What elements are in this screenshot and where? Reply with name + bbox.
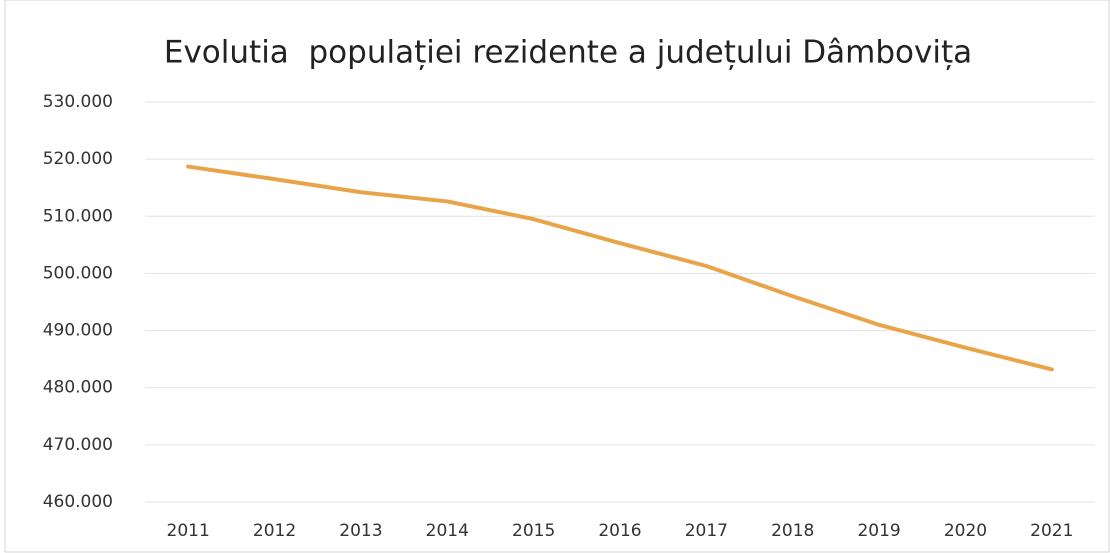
y-tick-label: 510.000 [43, 206, 113, 226]
y-tick-label: 460.000 [43, 492, 113, 512]
data-line [186, 164, 1054, 372]
x-tick-label: 2013 [339, 521, 382, 541]
y-tick-label: 520.000 [43, 149, 113, 169]
x-tick-label: 2011 [167, 521, 210, 541]
x-tick-label: 2020 [944, 521, 987, 541]
x-tick-label: 2019 [857, 521, 900, 541]
x-tick-label: 2018 [771, 521, 814, 541]
x-tick-label: 2016 [598, 521, 641, 541]
y-tick-label: 500.000 [43, 263, 113, 283]
chart-frame [4, 0, 1110, 553]
y-tick-label: 530.000 [43, 92, 113, 112]
y-tick-label: 480.000 [43, 378, 113, 398]
x-tick-label: 2012 [253, 521, 296, 541]
x-tick-label: 2015 [512, 521, 555, 541]
x-tick-label: 2017 [685, 521, 728, 541]
y-tick-label: 490.000 [43, 321, 113, 341]
x-tick-label: 2021 [1030, 521, 1073, 541]
x-tick-label: 2014 [426, 521, 469, 541]
y-tick-label: 470.000 [43, 435, 113, 455]
chart-title: Evolutia populației rezidente a județulu… [164, 35, 972, 71]
